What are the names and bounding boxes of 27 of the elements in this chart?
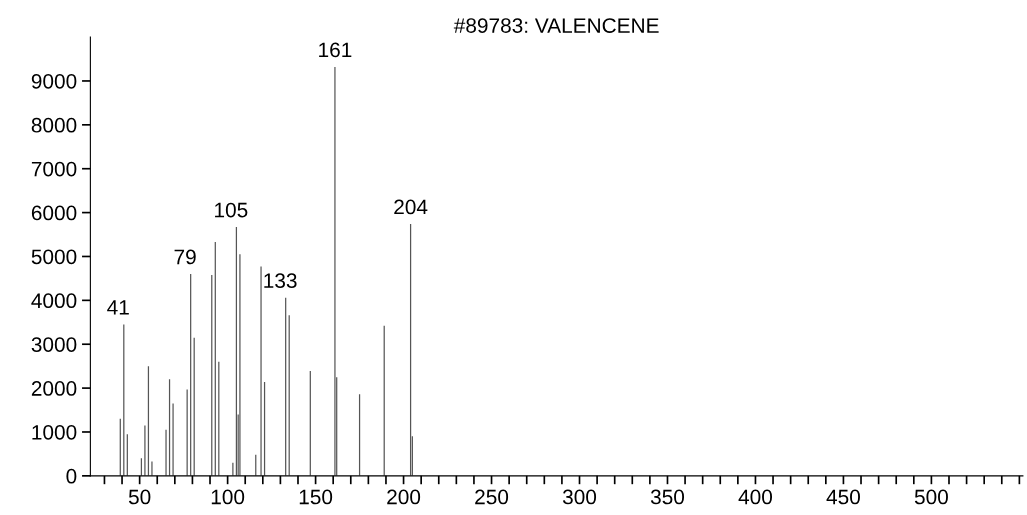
- x-tick-label: 450: [826, 489, 860, 505]
- annotation: 105: [215, 202, 248, 218]
- y-tick-label: 7000: [31, 161, 77, 177]
- y-tick-label: 5000: [31, 249, 77, 265]
- y-tick-label: 6000: [31, 205, 77, 221]
- x-tick-label: 50: [128, 489, 151, 505]
- y-tick-label: 2000: [31, 381, 77, 396]
- y-tick-label: 4000: [31, 293, 77, 309]
- annotation: 133: [264, 273, 297, 289]
- y-tick-label: 9000: [31, 73, 77, 89]
- annotation: 79: [174, 249, 196, 265]
- x-tick-label: 300: [562, 489, 597, 505]
- y-tick-label: 0: [66, 468, 77, 484]
- annotation: 161: [319, 42, 352, 58]
- annotation: 204: [394, 199, 428, 215]
- x-tick-label: 400: [738, 489, 773, 505]
- x-tick-label: 150: [299, 489, 333, 505]
- x-tick-label: 200: [387, 489, 421, 505]
- chart-title: #89783: VALENCENE: [453, 18, 659, 33]
- y-tick-label: 1000: [32, 424, 77, 440]
- y-tick-label: 8000: [31, 117, 77, 133]
- x-tick-label: 500: [914, 489, 948, 505]
- x-tick-label: 250: [475, 489, 509, 505]
- x-tick-label: 350: [650, 489, 685, 505]
- x-tick-label: 100: [211, 489, 245, 505]
- y-tick-label: 3000: [31, 337, 77, 352]
- annotation: 41: [107, 300, 129, 315]
